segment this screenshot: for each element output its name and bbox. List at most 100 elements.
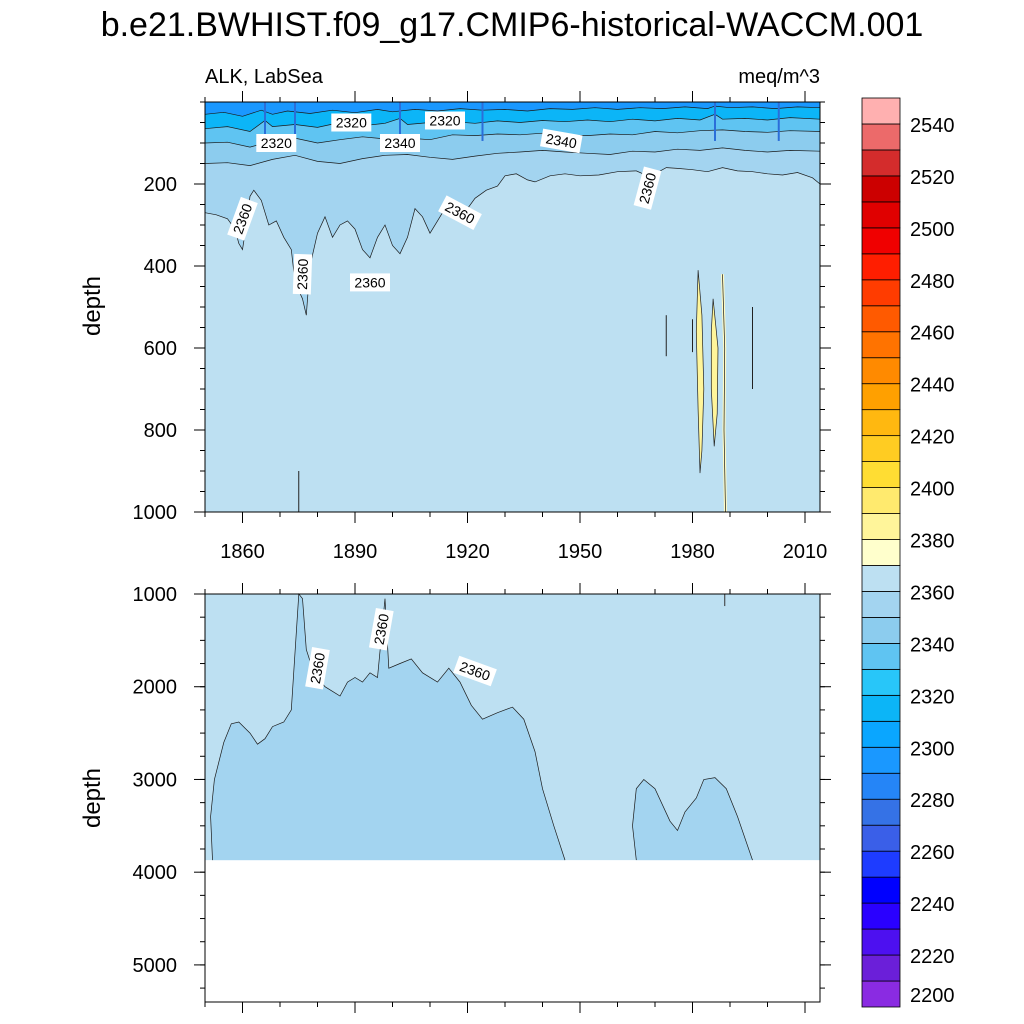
colorbar-box — [861, 798, 901, 826]
colorbar-box — [861, 149, 901, 177]
y-axis-label: depth — [79, 768, 106, 828]
colorbar-box — [861, 591, 901, 618]
colorbar-box — [861, 123, 901, 151]
contour-label-text: 2320 — [429, 113, 460, 129]
contour-label-text: 2320 — [261, 135, 292, 151]
deep-water-mass — [210, 594, 565, 861]
contour-label: 2320 — [256, 134, 297, 152]
colorbar-box — [861, 227, 901, 255]
colorbar-box — [861, 694, 901, 722]
y-tick-label: 400 — [144, 256, 177, 278]
colorbar-box — [861, 513, 901, 540]
colorbar-box — [861, 902, 901, 930]
units-label: meq/m^3 — [738, 66, 820, 88]
contour-label-box — [292, 253, 313, 295]
colorbar-label: 2500 — [910, 219, 955, 241]
y-tick-label: 1000 — [133, 584, 178, 606]
colorbar-box — [861, 746, 901, 774]
colorbar-label: 2200 — [910, 985, 955, 1007]
contour-label-text: 2340 — [545, 130, 579, 151]
contour-label: 2360 — [305, 646, 330, 690]
colorbar-label: 2300 — [910, 738, 955, 760]
colorbar-box — [861, 772, 901, 800]
deep-water-mass — [632, 777, 753, 861]
contour-label-box — [331, 113, 372, 132]
contour-label-text: 2360 — [371, 612, 392, 646]
plot-frame — [204, 101, 821, 513]
colorbar-box — [861, 461, 901, 488]
y-tick-label: 3000 — [133, 769, 178, 791]
x-tick-label: 1950 — [558, 541, 603, 563]
x-tick-label: 1920 — [445, 541, 490, 563]
contour-label-box — [438, 195, 482, 231]
contour-2360 — [210, 593, 566, 861]
y-tick-label: 200 — [144, 174, 177, 196]
contour-2340 — [204, 129, 821, 148]
plot-frame — [204, 593, 821, 1003]
colorbar-label: 2220 — [910, 946, 955, 968]
y-tick-label: 800 — [144, 420, 177, 442]
contour-label: 2360 — [350, 273, 390, 292]
y-tick-label: 1000 — [133, 502, 178, 524]
colorbar-box — [861, 824, 901, 852]
contour-label: 2320 — [331, 113, 372, 132]
contour-label-box — [305, 646, 330, 690]
colorbar-box — [861, 928, 901, 956]
colorbar-box — [861, 643, 901, 670]
contour-label: 2320 — [425, 111, 465, 130]
colorbar-box — [861, 720, 901, 748]
band-2290 — [205, 102, 820, 117]
anomaly-2380 — [695, 270, 705, 474]
contour-label: 2360 — [292, 253, 313, 295]
colorbar-box — [861, 357, 901, 385]
y-axis-label: depth — [79, 276, 106, 336]
colorbar-box — [861, 331, 901, 359]
colorbar-box — [861, 279, 901, 307]
colorbar: 2200 2220 2240 2260 2280 2300 2320 2340 2360 2380… — [861, 97, 955, 1008]
contour-label-box — [380, 134, 420, 152]
colorbar-label: 2360 — [910, 582, 955, 604]
x-tick-label: 1980 — [670, 541, 715, 563]
contour-2360 — [204, 167, 821, 316]
colorbar-box — [861, 97, 901, 125]
colorbar-box — [861, 409, 901, 437]
colorbar-box — [861, 201, 901, 229]
colorbar-box — [861, 539, 901, 566]
colorbar-box — [861, 876, 901, 904]
colorbar-label: 2440 — [910, 375, 955, 397]
colorbar-box — [861, 435, 901, 462]
contour-2350 — [204, 147, 821, 166]
colorbar-box — [861, 565, 901, 592]
contour-label-box — [350, 273, 390, 292]
y-tick-label: 600 — [144, 338, 177, 360]
x-tick-label: 2010 — [783, 541, 828, 563]
colorbar-box — [861, 487, 901, 514]
colorbar-label: 2460 — [910, 323, 955, 345]
colorbar-box — [861, 383, 901, 411]
contour-label-text: 2360 — [307, 651, 328, 685]
contour-label-text: 2340 — [384, 135, 415, 151]
contour-2360 — [632, 777, 753, 861]
colorbar-box — [861, 850, 901, 878]
colorbar-label: 2280 — [910, 790, 955, 812]
contour-label: 2360 — [368, 607, 394, 651]
contour-label-text: 2320 — [336, 115, 367, 131]
contour-label-box — [540, 128, 583, 154]
contour-label: 2340 — [380, 134, 420, 152]
y-tick-label: 4000 — [133, 862, 178, 884]
left-subtitle: ALK, LabSea — [205, 66, 324, 88]
chart-title: b.e21.BWHIST.f09_g17.CMIP6-historical-WA… — [101, 6, 924, 44]
anomaly-2380-thread-edge — [722, 274, 726, 513]
x-tick-label: 1860 — [220, 541, 265, 563]
contour-label-box — [425, 111, 465, 130]
colorbar-label: 2540 — [910, 115, 955, 137]
colorbar-label: 2420 — [910, 427, 955, 449]
colorbar-box — [861, 253, 901, 281]
colorbar-label: 2520 — [910, 167, 955, 189]
colorbar-label: 2260 — [910, 842, 955, 864]
colorbar-label: 2380 — [910, 531, 955, 553]
colorbar-label: 2340 — [910, 634, 955, 656]
